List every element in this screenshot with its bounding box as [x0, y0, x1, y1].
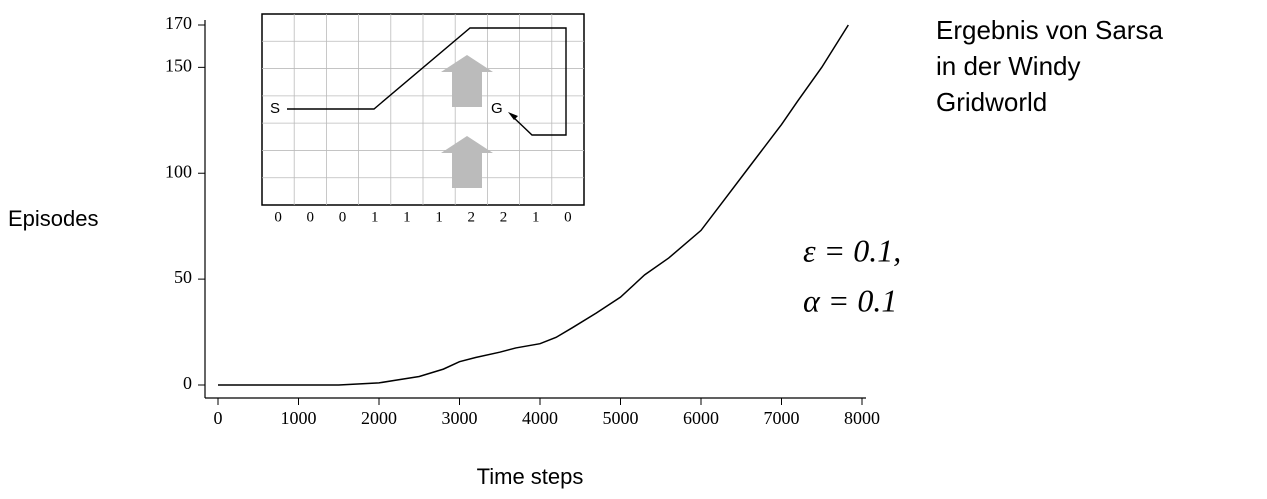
- wind-label: 2: [500, 209, 508, 225]
- wind-label: 0: [274, 209, 282, 225]
- x-tick-label: 4000: [522, 408, 558, 428]
- inset-path: [287, 27, 567, 136]
- goal-label: G: [491, 100, 503, 117]
- annotation: Ergebnis von Sarsa in der Windy Gridworl…: [936, 15, 1163, 117]
- wind-label: 2: [468, 209, 476, 225]
- wind-label: 0: [339, 209, 347, 225]
- inset-arrowhead: [508, 112, 518, 120]
- wind-label: 0: [564, 209, 572, 225]
- wind-arrow: [441, 136, 493, 188]
- inset: S G: [261, 13, 585, 206]
- line: [218, 24, 849, 386]
- wind-label: 1: [403, 209, 411, 225]
- wind-label: 1: [532, 209, 540, 225]
- y-tick-label: 0: [183, 373, 192, 393]
- inset-grid: [262, 14, 584, 205]
- axes-frame: [204, 20, 866, 399]
- parameter: α = 0.1: [803, 282, 897, 318]
- x-tick-label: 7000: [764, 408, 800, 428]
- start-label: S: [270, 100, 280, 117]
- x-tick-label: 6000: [683, 408, 719, 428]
- y-tick-label: 150: [165, 55, 192, 75]
- annotation-line: Ergebnis von Sarsa: [936, 15, 1163, 45]
- y-tick-label: 50: [174, 267, 192, 287]
- x-axis-label: Time steps: [477, 464, 584, 489]
- wind-label: 1: [371, 209, 379, 225]
- x-tick-label: 8000: [844, 408, 880, 428]
- parameter: ε = 0.1,: [803, 232, 901, 268]
- annotation-line: in der Windy: [936, 51, 1081, 81]
- y-axis-label: Episodes: [8, 206, 99, 231]
- wind-label: 0: [307, 209, 315, 225]
- annotation-line: Gridworld: [936, 87, 1047, 117]
- x-tick-label: 0: [214, 408, 223, 428]
- x-tick-label: 5000: [603, 408, 639, 428]
- x-tick-label: 3000: [442, 408, 478, 428]
- y-tick-label: 170: [165, 13, 192, 33]
- y-tick-label: 100: [165, 161, 192, 181]
- x-tick-label: 2000: [361, 408, 397, 428]
- x-tick-label: 1000: [281, 408, 317, 428]
- wind-arrow: [441, 55, 493, 107]
- wind-label: 1: [435, 209, 443, 225]
